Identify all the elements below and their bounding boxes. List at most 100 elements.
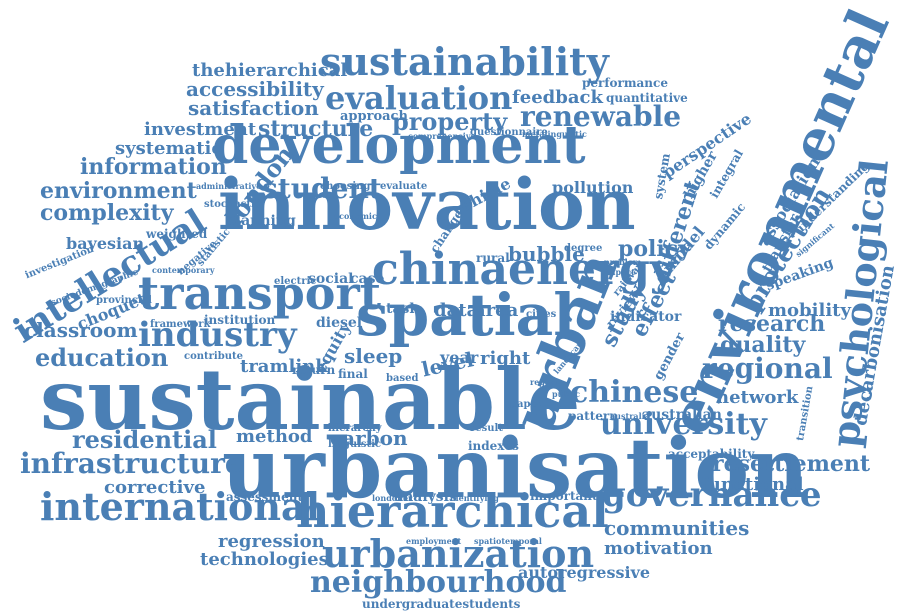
- cloud-word-governance: governance: [602, 475, 822, 515]
- cloud-word-cities: cities: [526, 309, 557, 320]
- cloud-word-industry: industry: [138, 315, 297, 355]
- cloud-word-hierarchical: hierarchical: [296, 484, 609, 538]
- cloud-word-paper: paper: [510, 399, 543, 410]
- cloud-word-result: result: [470, 423, 503, 434]
- cloud-word-administrative: administrative: [196, 181, 262, 191]
- cloud-word-contribute: contribute: [184, 351, 243, 362]
- cloud-word-systematic: systematic: [115, 138, 223, 159]
- cloud-word-investment: investment: [144, 119, 257, 140]
- cloud-word-feedback: feedback: [512, 87, 603, 108]
- cloud-word-technologies: technologies: [200, 549, 329, 570]
- cloud-word-residential: residential: [72, 425, 217, 454]
- cloud-word-public: public: [552, 389, 580, 399]
- cloud-word-performance: performance: [582, 76, 668, 90]
- cloud-word-important: important: [530, 489, 598, 503]
- cloud-word-environment: environment: [40, 178, 197, 204]
- cloud-word-student: student: [262, 172, 382, 205]
- cloud-word-social: social: [308, 271, 354, 287]
- cloud-word-quantitative: quantitative: [606, 91, 688, 105]
- cloud-word-based: based: [386, 373, 419, 384]
- cloud-word-contemporary: contemporary: [152, 265, 215, 275]
- cloud-word-framework: framework: [150, 319, 211, 330]
- cloud-word-evaluate: evaluate: [380, 181, 428, 192]
- cloud-word-undergraduatestudents: undergraduatestudents: [362, 597, 521, 611]
- cloud-word-sustainability: sustainability: [320, 39, 609, 84]
- cloud-word-hierarchy: hierarchy: [328, 423, 382, 434]
- cloud-word-australia: australia: [610, 411, 650, 421]
- cloud-word-pattern: pattern: [568, 409, 618, 423]
- cloud-word-indexes: indexes: [468, 439, 519, 453]
- cloud-word-corrective: corrective: [104, 477, 206, 498]
- cloud-word-final: final: [338, 367, 368, 381]
- cloud-word-electric: electric: [274, 276, 317, 287]
- cloud-word-functional: functional: [700, 474, 804, 495]
- cloud-word-chinaenergy: chinaenergy: [372, 244, 676, 295]
- cloud-word-transition: transition: [795, 385, 816, 442]
- cloud-word-regional: regional: [702, 352, 833, 385]
- cloud-word-evaluation: evaluation: [325, 79, 513, 117]
- cloud-word-bubble: bubble: [508, 242, 585, 266]
- cloud-word-transport: transport: [138, 266, 381, 320]
- cloud-word-satisfaction: satisfaction: [188, 96, 319, 120]
- cloud-word-neighbourhood: neighbourhood: [310, 565, 567, 600]
- cloud-word-communities: communities: [604, 516, 750, 540]
- cloud-word-metalinguistic: metalinguistic: [522, 129, 587, 139]
- cloud-word-area: area: [474, 300, 519, 321]
- cloud-word-urbanisation: urbanisation: [222, 421, 809, 517]
- cloud-word-degree: degree: [564, 243, 603, 254]
- cloud-word-information: information: [80, 154, 227, 180]
- cloud-word-analysis: analysis: [394, 489, 457, 505]
- cloud-word-sustainable: sustainable: [40, 350, 581, 449]
- cloud-word-stochastic: stochastic: [204, 199, 261, 210]
- cloud-word-chinese: chinese: [570, 375, 699, 410]
- cloud-word-approach: approach: [340, 109, 408, 124]
- cloud-word-complexity: complexity: [40, 200, 174, 226]
- cloud-word-tramlink: tramlink: [240, 356, 328, 377]
- cloud-word-carbon: carbon: [330, 426, 408, 450]
- cloud-word-problem: problem: [604, 257, 642, 267]
- cloud-word-international: international: [40, 484, 321, 529]
- cloud-word-right: right: [480, 348, 531, 369]
- cloud-word-policy: policy: [618, 236, 691, 262]
- cloud-word-renewable: renewable: [520, 100, 682, 133]
- cloud-word-infrastructure: infrastructure: [20, 447, 243, 480]
- cloud-word-quality: quality: [720, 332, 806, 358]
- cloud-word-return: return: [292, 363, 336, 377]
- cloud-word-university: university: [600, 407, 767, 442]
- cloud-word-provincial: provincial: [96, 295, 152, 306]
- cloud-word-economic: economic: [334, 211, 377, 221]
- cloud-word-thehierarchical: thehierarchical: [192, 60, 348, 81]
- cloud-word-motivation: motivation: [604, 538, 713, 559]
- cloud-word-network: network: [716, 387, 799, 408]
- cloud-word-pollution: pollution: [552, 178, 634, 197]
- cloud-word-indicator: indicator: [610, 309, 682, 325]
- cloud-word-linguistic: linguistic: [328, 439, 382, 450]
- cloud-word-data: data: [434, 300, 479, 321]
- cloud-word-case: case: [350, 271, 385, 287]
- cloud-word-urbanization: urbanization: [322, 531, 595, 576]
- cloud-word-resettlement: resettlement: [712, 451, 871, 477]
- cloud-word-londoner: londoner: [372, 493, 413, 503]
- cloud-word-structure: structure: [258, 116, 374, 142]
- cloud-word-mobility: mobility: [768, 300, 851, 321]
- cloud-word-comprehensive: comprehensive: [408, 131, 476, 141]
- cloud-word-questionnaire: questionnaire: [470, 127, 548, 138]
- cloud-word-weighted: weighted: [146, 227, 208, 241]
- cloud-word-year: year: [440, 348, 479, 367]
- cloud-word-task: task: [386, 301, 420, 317]
- cloud-word-property: property: [392, 107, 508, 136]
- cloud-word-research: research: [718, 311, 826, 337]
- cloud-word-region: region: [530, 377, 560, 387]
- cloud-word-education: education: [35, 343, 169, 372]
- cloud-word-bayesian: bayesian: [66, 234, 145, 253]
- cloud-word-employment: employment: [406, 536, 462, 546]
- cloud-word-acceptability: acceptability: [668, 447, 755, 461]
- cloud-word-innovation: innovation: [218, 163, 636, 246]
- cloud-word-development: development: [212, 115, 586, 176]
- cloud-word-institution: institution: [204, 313, 276, 327]
- cloud-word-australian: australian: [642, 407, 722, 423]
- cloud-word-classroom: classroom: [24, 318, 138, 342]
- cloud-word-method: method: [236, 426, 313, 447]
- cloud-word-spatial: spatial: [356, 281, 576, 349]
- cloud-word-sleep: sleep: [344, 344, 403, 368]
